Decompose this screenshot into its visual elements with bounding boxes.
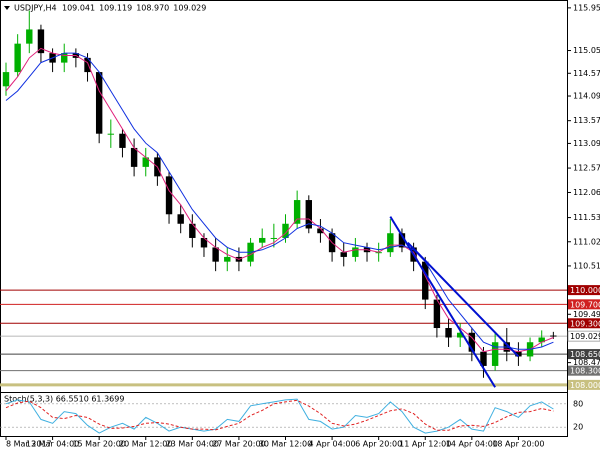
candle-body (398, 233, 406, 248)
candle-body (468, 332, 476, 352)
plot-frame (0, 0, 568, 437)
level-tag (568, 285, 600, 296)
level-tag (568, 318, 600, 329)
candle-body (456, 332, 464, 338)
level-tag (568, 299, 600, 310)
trendline (407, 242, 520, 358)
candle-body (224, 256, 231, 262)
current-price-label: 109.029 (570, 332, 600, 341)
candle-body (550, 335, 557, 337)
x-tick-label: 13 Mar 04:00 (26, 440, 79, 449)
x-tick-label: 8 Mar 2017 (6, 440, 52, 449)
candle-body (352, 247, 359, 257)
candle-body (433, 299, 441, 329)
menu-arrow (4, 6, 10, 10)
candle-body (270, 237, 278, 239)
x-tick-label: 4 Apr 04:00 (309, 440, 356, 449)
candle-body (480, 351, 487, 366)
y-tick-label: 114.095 (573, 92, 600, 101)
candle-body (317, 228, 324, 234)
stoch-tick-label: 20 (573, 423, 583, 432)
x-tick-label: 11 Apr 12:00 (399, 440, 451, 449)
level-label: 109.700 (570, 300, 600, 309)
y-tick-label: 113.095 (573, 139, 600, 148)
candle-body (491, 342, 499, 366)
x-tick-label: 14 Apr 04:00 (446, 440, 498, 449)
stoch-line (5, 398, 554, 434)
y-tick-label: 109.490 (573, 310, 600, 319)
y-tick-label: 115.055 (573, 46, 600, 55)
candle-body (515, 351, 522, 357)
level-label: 109.300 (570, 319, 600, 328)
x-tick-label: 6 Apr 20:00 (355, 440, 402, 449)
candle-body (37, 29, 45, 54)
y-tick-label: 112.575 (573, 164, 600, 173)
level-tag (568, 349, 600, 360)
candle-body (293, 200, 301, 224)
stoch-line (5, 399, 554, 431)
stoch-title: Stoch(5,3,3) 66.5510 61.3699 (4, 395, 124, 404)
candle-body (26, 29, 33, 44)
candle-body (165, 176, 173, 215)
trendline (389, 216, 496, 388)
candle-body (95, 72, 103, 134)
y-tick-label: 114.575 (573, 69, 600, 78)
level-label: 110.000 (570, 286, 600, 295)
x-tick-label: 27 Mar 20:00 (212, 440, 265, 449)
candle-body (107, 133, 115, 135)
y-tick-label: 112.060 (573, 188, 600, 197)
x-tick-label: 18 Apr 20:00 (492, 440, 544, 449)
x-tick-label: 20 Mar 12:00 (119, 440, 172, 449)
x-tick-label: 30 Mar 12:00 (259, 440, 312, 449)
current-price-tag (567, 330, 600, 342)
candle-body (14, 43, 21, 73)
candle-body (130, 147, 138, 167)
candle-body (2, 72, 10, 87)
y-tick-label: 110.510 (573, 261, 600, 270)
candle-body (177, 214, 184, 224)
level-label: 108.000 (570, 381, 600, 390)
header-value: 109.029 (173, 4, 206, 13)
candle-body (119, 133, 126, 148)
header-value: 109.119 (99, 4, 132, 13)
header-value: 108.970 (136, 4, 169, 13)
candle-body (282, 223, 289, 238)
candle-body (200, 237, 208, 248)
moving-average (5, 52, 554, 350)
candle-body (445, 328, 452, 338)
y-tick-label: 115.955 (573, 3, 600, 12)
candle-body (422, 261, 429, 300)
y-tick-label: 111.530 (573, 213, 600, 222)
level-tag (568, 365, 600, 376)
candle-body (387, 233, 394, 253)
candle-body (61, 53, 68, 63)
candle-body (84, 57, 91, 73)
y-tick-label: 113.575 (573, 116, 600, 125)
level-label: 108.300 (570, 367, 600, 376)
header-value: 109.041 (62, 4, 95, 13)
candle-body (142, 157, 149, 167)
candle-body (538, 337, 545, 343)
candle-body (305, 200, 312, 229)
x-tick-label: 15 Mar 20:00 (72, 440, 125, 449)
x-tick-label: 23 Mar 04:00 (166, 440, 219, 449)
y-tick-label: 111.020 (573, 237, 600, 246)
level-label: 108.650 (570, 350, 600, 359)
candle-body (340, 252, 347, 257)
moving-average (5, 47, 554, 353)
candle-body (259, 237, 266, 243)
chart-title: USDJPY,H4 (14, 4, 57, 13)
stoch-tick-label: 80 (573, 399, 583, 408)
y-tick-label: 108.470 (573, 358, 600, 367)
candle-body (212, 247, 219, 262)
candle-body (189, 223, 196, 238)
level-tag (568, 379, 600, 390)
